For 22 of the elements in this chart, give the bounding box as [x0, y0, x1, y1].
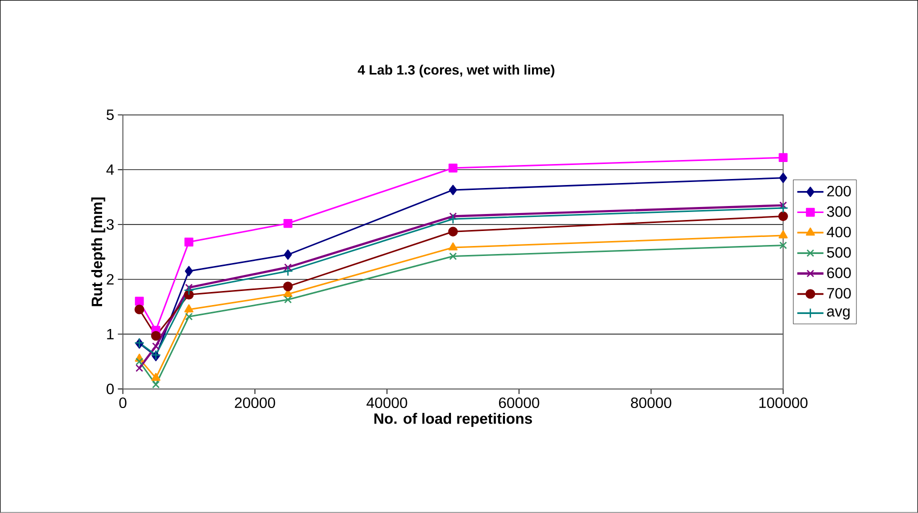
y-tick-label: 3 [106, 219, 114, 230]
legend-label: 600 [827, 268, 851, 278]
legend-label: 400 [826, 226, 851, 238]
x-tick-label: 80000 [630, 398, 672, 408]
legend-label: 700 [827, 288, 851, 299]
x-tick-label: 20000 [234, 398, 276, 408]
legend-label: 300 [827, 206, 851, 217]
x-tick-label: 60000 [499, 398, 540, 408]
y-tick-label: 1 [107, 329, 114, 340]
y-tick-label: 2 [106, 274, 114, 285]
y-tick-label: 4 [106, 164, 114, 175]
chart-title: 4 Lab 1.3 (cores, wet with lime) [358, 64, 554, 78]
x-tick-label: 40000 [366, 398, 408, 408]
y-axis-title: Rut depth [mm] [91, 198, 106, 306]
x-axis-title: No. of load repetitions [374, 413, 532, 427]
y-tick-label: 0 [106, 384, 114, 394]
y-tick-label: 5 [106, 110, 114, 120]
legend-label: avg [827, 308, 850, 320]
legend-label: 500 [827, 247, 851, 258]
legend-label: 200 [827, 186, 851, 197]
x-tick-label: 100000 [759, 398, 808, 408]
x-tick-label: 0 [119, 398, 126, 408]
